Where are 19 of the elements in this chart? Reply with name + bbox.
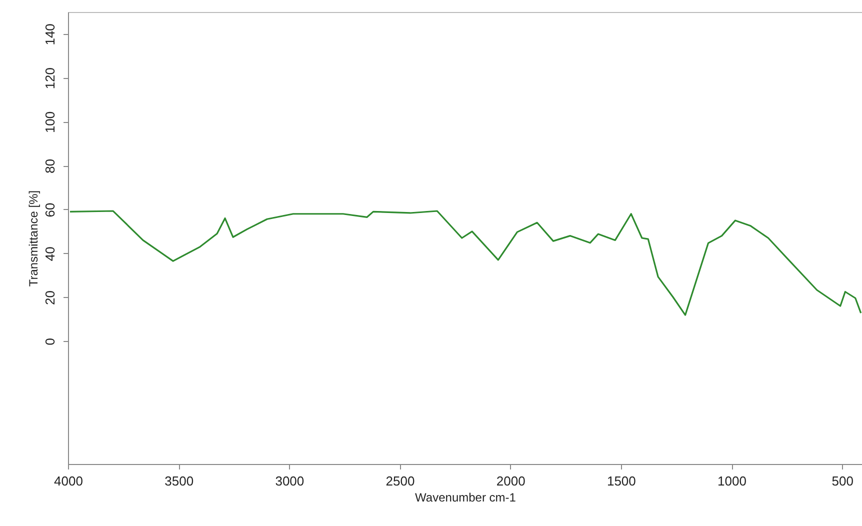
- x-tick-label: 4000: [54, 474, 83, 488]
- x-tick-label: 1500: [606, 474, 636, 488]
- y-tick-label: 120: [42, 67, 58, 90]
- x-tick-label: 1000: [718, 474, 746, 488]
- x-tick-label: 500: [832, 474, 854, 488]
- y-tick-label: 60: [42, 202, 58, 218]
- y-tick-label: 40: [42, 246, 58, 262]
- x-tick-label: 2500: [386, 474, 415, 488]
- y-tick-label: 80: [42, 158, 58, 174]
- y-tick-label: 140: [42, 24, 58, 46]
- y-tick-label: 100: [42, 111, 58, 134]
- x-axis-title: Wavenumber cm-1: [415, 490, 516, 504]
- y-tick-label: 20: [42, 290, 58, 305]
- y-axis-title: Transmittance [%]: [26, 190, 40, 287]
- x-tick-label: 2000: [496, 474, 526, 488]
- x-tick-label: 3000: [275, 474, 304, 488]
- line-series: [69, 210, 862, 316]
- y-tick-label: 0: [42, 338, 58, 346]
- x-tick-label: 3500: [164, 474, 194, 488]
